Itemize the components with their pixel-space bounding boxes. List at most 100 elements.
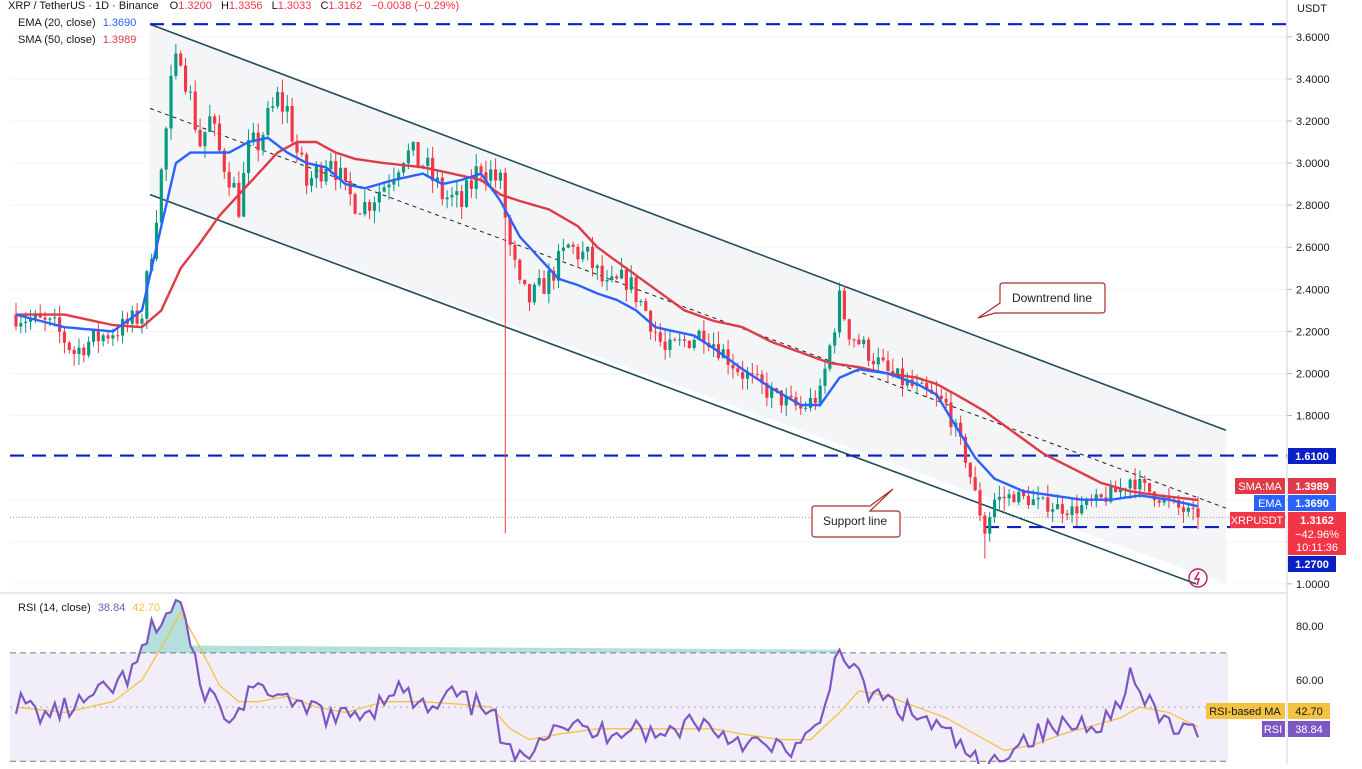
price-tick-label: 3.6000 [1296,32,1330,44]
candle-body [687,340,691,348]
channel-lower-line[interactable] [149,193,1197,585]
candle-body [183,65,188,92]
candle-body [789,395,793,398]
candle-body [67,342,71,350]
candle-body [973,477,977,491]
candle-body [392,179,396,185]
rsi-ma-badge: RSI-based MA 42.70 [1206,703,1330,719]
candle-body [1055,504,1060,510]
candle-body [87,341,91,356]
candle-body [828,345,832,369]
candle-body [784,395,788,406]
level-badge-127: 1.2700 [1288,556,1336,572]
candle-body [615,276,619,279]
candle-body [881,357,885,361]
rsi-legend[interactable]: RSI (14, close) 38.84 42.70 [18,602,160,614]
svg-text:38.84: 38.84 [1295,724,1323,736]
channel-upper-line[interactable] [149,23,1227,432]
candle-body [852,339,856,341]
downtrend-callout[interactable]: Downtrend line [977,282,1106,319]
candle-body [673,339,677,341]
candle-body [169,75,173,129]
candle-body [736,368,740,373]
price-tick-label: 2.4000 [1296,284,1330,296]
candle-body [96,330,100,342]
replay-icon[interactable] [1188,568,1208,588]
candle-body [33,313,37,319]
candle-body [116,335,120,337]
candle-body [1075,506,1079,514]
svg-text:10:11:36: 10:11:36 [1296,542,1338,554]
candle-body [600,265,604,282]
candle-body [377,191,381,203]
candle-body [290,105,294,142]
candle-body [867,339,871,361]
svg-text:1.3989: 1.3989 [1295,481,1329,493]
candle-body [232,182,236,188]
candle-body [498,172,503,181]
candle-body [813,397,817,404]
candle-body [1109,487,1113,502]
candle-body [542,278,546,294]
candle-body [668,339,672,350]
rsi-tick-label: 60.00 [1296,675,1324,687]
candle-body [702,330,706,343]
candle-body [571,244,575,247]
candle-body [242,173,246,217]
legend-header[interactable]: XRP / TetherUS · 1D · Binance O1.3200 H1… [8,0,459,46]
candle-body [968,462,972,478]
currency-label[interactable]: USDT [1297,3,1327,15]
candle-body [401,163,406,173]
svg-text:1.6100: 1.6100 [1295,451,1329,463]
svg-text:1.2700: 1.2700 [1295,559,1329,571]
candle-body [1147,482,1152,492]
candle-body [837,290,842,333]
candle-body [1133,479,1137,490]
candle-body [251,132,255,141]
candle-body [590,246,595,269]
candle-body [1022,491,1026,496]
sma-badge: SMA:MA 1.3989 [1235,478,1336,494]
candle-body [770,388,774,398]
price-tick-label: 1.8000 [1296,411,1330,423]
candle-body [523,279,527,285]
candle-body [532,284,536,303]
candle-body [494,169,498,181]
candle-body [823,368,827,386]
candle-body [634,277,638,303]
price-tick-label: 2.2000 [1296,326,1330,338]
candle-body [62,331,67,343]
rsi-axis[interactable]: 80.00 60.00 [1296,621,1324,687]
candle-body [983,515,987,534]
candle-body [358,213,362,215]
candle-body [271,106,275,108]
candle-body [406,150,410,164]
candle-body [1051,509,1055,512]
sma-50-line[interactable] [16,140,1199,502]
candle-body [1143,478,1147,483]
candle-body [1041,497,1045,499]
candle-body [300,152,304,155]
support-callout[interactable]: Support line [811,488,901,538]
candle-body [978,490,982,516]
svg-text:XRP / TetherUS · 1D · Binance: XRP / TetherUS · 1D · Binance O1.3200 H1… [8,0,459,12]
ema-20-line[interactable] [15,136,1199,508]
candle-body [556,250,561,281]
candle-body [343,167,347,181]
rsi-line[interactable] [14,598,1200,769]
candle-body [1007,494,1011,499]
price-tick-label: 2.0000 [1296,368,1330,380]
candle-body [547,270,551,294]
candle-body [561,247,565,251]
candle-body [697,330,701,341]
candle-body [1080,505,1084,514]
candle-body [900,368,905,386]
candle-body [222,150,226,172]
rsi-tick-label: 80.00 [1296,621,1324,633]
candle-body [711,344,716,348]
candle-body [348,180,352,195]
rsi-ma-line[interactable] [15,610,1199,752]
candle-body [576,246,580,260]
